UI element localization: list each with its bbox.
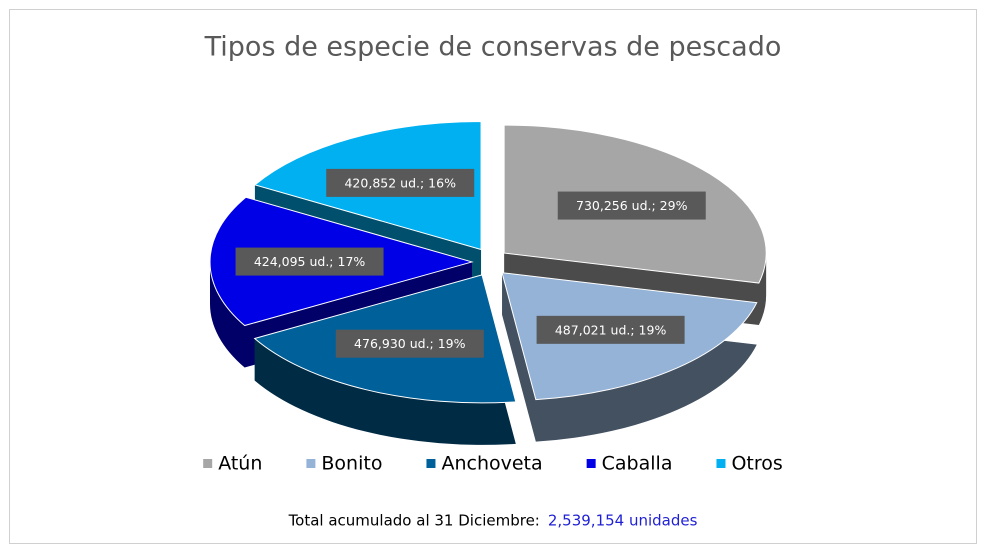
data-label-box [335, 329, 484, 358]
legend-swatch [426, 459, 436, 468]
data-label: 420,852 ud.; 16% [344, 175, 456, 190]
legend-swatch [306, 459, 316, 468]
slice-side [504, 125, 767, 326]
legend-item: Otros [716, 453, 783, 475]
data-label-box [536, 315, 685, 344]
footer-total: 2,539,154 unidades [548, 512, 698, 530]
legend-label: Anchoveta [441, 453, 542, 475]
data-label: 487,021 ud.; 19% [555, 322, 667, 337]
chart-title: Tipos de especie de conservas de pescado [204, 32, 782, 63]
legend-item: Bonito [306, 453, 382, 475]
legend-item: Anchoveta [426, 453, 543, 475]
data-labels: 730,256 ud.; 29% 487,021 ud.; 19% 476,930 … [235, 168, 706, 358]
data-label: 476,930 ud.; 19% [354, 336, 466, 351]
data-label-box [326, 168, 475, 197]
legend-label: Bonito [321, 453, 382, 475]
legend-swatch [203, 459, 213, 468]
legend-item: Atún [203, 453, 262, 475]
legend-label: Otros [731, 453, 782, 475]
data-label-box [235, 247, 384, 276]
legend-label: Caballa [602, 453, 673, 475]
data-label: 424,095 ud.; 17% [254, 254, 366, 269]
legend: Atún Bonito Anchoveta Caballa Otros [203, 453, 783, 475]
data-label: 730,256 ud.; 29% [576, 198, 688, 213]
legend-swatch [716, 459, 726, 468]
legend-item: Caballa [586, 453, 673, 475]
legend-label: Atún [218, 453, 262, 475]
footer-text: Total acumulado al 31 Diciembre: [288, 512, 540, 530]
data-label-box [557, 191, 706, 220]
chart-frame [9, 9, 977, 544]
legend-swatch [586, 459, 596, 468]
